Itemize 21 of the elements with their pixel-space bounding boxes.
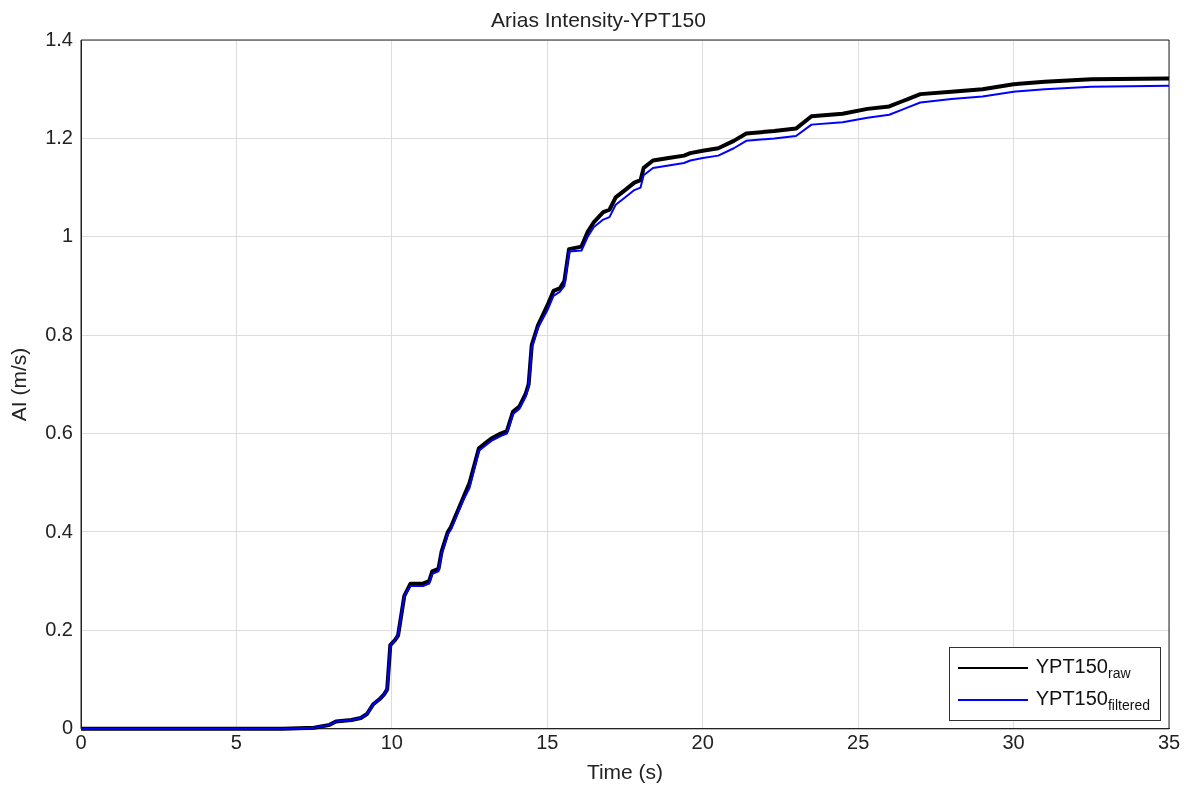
y-tick-label: 1.2	[45, 125, 73, 148]
x-tick-label: 0	[75, 731, 87, 754]
legend-label: YPT150$_{filtered}$	[1035, 686, 1150, 713]
y-tick-label: 1	[61, 224, 73, 247]
y-tick-label: 0.4	[45, 519, 73, 542]
x-tick-label: 15	[536, 731, 559, 754]
chart-title: Arias Intensity-YPT150	[491, 8, 706, 31]
x-axis-title: Time (s)	[586, 760, 664, 784]
x-tick-label: 35	[1157, 731, 1181, 754]
x-tick-label: 5	[230, 731, 242, 754]
y-tick-label: 0.8	[45, 322, 73, 345]
x-tick-label: 25	[847, 731, 870, 754]
y-tick-label: 0.2	[45, 617, 73, 640]
x-tick-label: 20	[691, 731, 714, 754]
x-tick-label: 10	[380, 731, 403, 754]
x-tick-label: 30	[1002, 731, 1025, 754]
legend-label: YPT150$_{raw}$	[1035, 654, 1131, 681]
y-tick-label: 0	[61, 716, 73, 739]
y-tick-label: 1.4	[45, 27, 73, 50]
y-tick-label: 0.6	[45, 421, 73, 444]
y-axis-title: AI (m/s)	[7, 347, 31, 422]
